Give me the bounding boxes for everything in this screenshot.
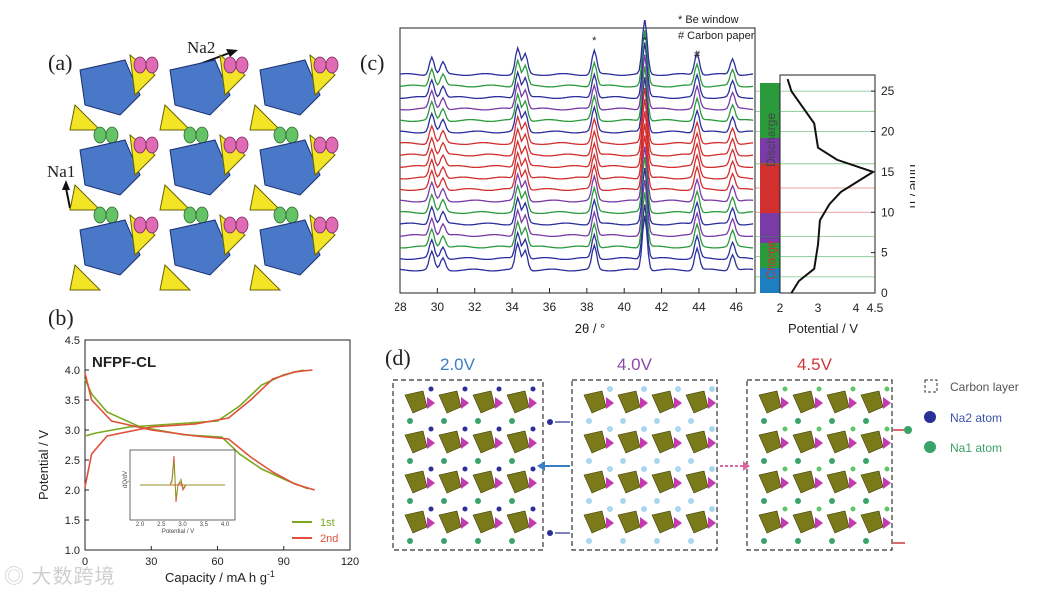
chart-b-ylabel: Potential / V [36,430,51,500]
xrd-pattern [399,135,754,192]
panel-d-letter: (d) [385,345,411,370]
legend-2nd: 2nd [320,533,338,545]
b-ytick-label: 1.5 [65,515,80,527]
c-timetick-label: 5 [881,246,888,260]
chart-b-legend: 1st 2nd [292,517,338,545]
chart-b: 1.0 1.5 2.0 2.5 3.0 3.5 4.0 4.5 0 30 60 90 120 NFPF… [36,335,359,585]
b-ytick-label: 3.0 [65,425,80,437]
c-pottick-label: 3 [815,301,822,315]
chart-c-xrd: * * # 28 30 32 34 36 38 40 42 44 46 2θ / ° [395,20,756,336]
xrd-pattern [399,77,754,134]
b-ytick-label: 2.0 [65,485,80,497]
c-xtick-label: 36 [543,300,557,314]
b-xtick-label: 90 [278,556,290,568]
inset-tick-label: 2.0 [136,522,145,528]
voltage-45v: 4.5V [797,355,832,374]
c-xtick-label: 46 [730,300,744,314]
xrd-pattern [399,204,754,261]
chart-c-potential-label: Potential / V [788,321,858,336]
c-xtick-label: 44 [692,300,706,314]
legend-1st: 1st [320,517,335,529]
b-xtick-label: 60 [211,556,223,568]
b-series-2nd-discharge [84,372,315,491]
b-ytick-label: 3.5 [65,395,80,407]
xrd-pattern [399,99,754,157]
c-xtick-label: 32 [468,300,482,314]
c-pottick-label: 4 [853,301,860,315]
c-timetick-label: 20 [881,125,895,139]
b-xtick-label: 30 [145,556,157,568]
panel-a-letter: (a) [48,50,73,75]
xrd-pattern [399,54,754,111]
xrd-pattern [399,111,754,169]
c-xtick-label: 34 [505,300,519,314]
xrd-pattern [399,123,754,180]
c-pottick-label: 4.5 [867,301,884,315]
chart-c-xlabel: 2θ / ° [575,321,606,336]
legend-na2-atom: Na2 atom [950,411,1003,425]
xrd-pattern [399,20,754,77]
label-charge: Charge [764,240,778,280]
legend-na1-atom: Na1 atom [950,441,1003,455]
legend-be-window: * Be window [678,14,739,26]
b-series-2nd-charge [84,369,313,488]
xrd-pattern [399,179,754,238]
xrd-pattern [399,66,754,123]
na1-label: Na1 [47,162,76,181]
b-ytick-label: 4.5 [65,335,80,347]
c-xtick-label: 28 [395,300,407,314]
watermark-logo: ◎ 大数跨境 [4,566,116,588]
inset-tick-label: 2.5 [157,522,166,528]
chart-b-title: NFPF-CL [92,354,156,371]
c-xtick-label: 38 [580,300,594,314]
peak-marker: # [694,49,701,61]
inset-tick-label: 4.0 [221,522,230,528]
inset-ylabel: dQ/dV [123,471,129,488]
xrd-pattern [399,215,754,272]
c-xtick-label: 40 [618,300,632,314]
voltage-4v: 4.0V [617,355,652,374]
inset-xlabel: Potential / V [162,529,194,535]
xrd-pattern [399,42,754,100]
c-pottick-label: 2 [777,301,784,315]
c-timetick-label: 10 [881,205,895,219]
c-timetick-label: 0 [881,286,888,300]
legend-carbon-paper: # Carbon paper [678,30,755,42]
c-xtick-label: 42 [655,300,669,314]
na2-label: Na2 [187,38,216,57]
b-ytick-label: 2.5 [65,455,80,467]
inset-tick-label: 3.0 [178,522,187,528]
b-ytick-label: 4.0 [65,365,80,377]
xrd-pattern [399,87,754,146]
b-xtick-label: 120 [341,556,359,568]
panel-b-letter: (b) [48,305,74,330]
voltage-2v: 2.0V [440,355,475,374]
b-ytick-label: 1.0 [65,545,80,557]
xrd-pattern [399,168,754,226]
chart-c-potential: Discharge Charge 2 3 4 4.5 0 5 10 15 20 25 Poten… [755,74,915,336]
crystal-structure-a [62,49,339,291]
c-xtick-label: 30 [431,300,445,314]
chart-b-xlabel: Capacity / mA h g-1 [165,569,275,585]
chart-b-inset: dQ/dV Potential / V 2.0 2.5 3.0 3.5 4.0 [123,449,236,535]
structure-diagrams-d [392,379,905,551]
legend-carbon-layer: Carbon layer [950,380,1019,394]
panel-c-letter: (c) [360,50,385,75]
legend-d [904,379,938,453]
c-timetick-label: 25 [881,84,895,98]
c-timetick-label: 15 [881,165,895,179]
chart-c-time-label: Time / h [907,162,915,208]
peak-marker: * [592,35,597,47]
b-xtick-label: 0 [82,556,88,568]
xrd-pattern [399,157,754,215]
label-discharge: Discharge [764,113,778,167]
peak-marker: * [643,35,648,47]
inset-tick-label: 3.5 [200,522,209,528]
xrd-pattern [399,30,754,88]
xrd-pattern [399,192,754,249]
xrd-pattern [399,146,754,203]
